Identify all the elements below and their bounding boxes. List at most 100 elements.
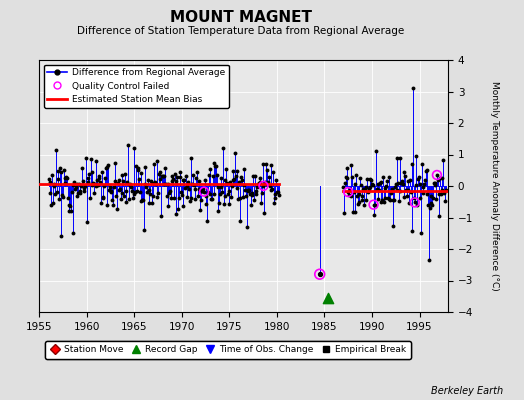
Point [167, 178, 176, 184]
Point [375, 186, 383, 193]
Point [147, 178, 155, 185]
Point [97, 169, 106, 175]
Point [406, 176, 414, 183]
Point [97, 200, 105, 206]
Point [162, 192, 171, 199]
Point [73, 193, 82, 200]
Point [260, 209, 268, 216]
Point [432, 196, 440, 202]
Point [206, 166, 215, 172]
Point [209, 173, 217, 179]
Point [242, 193, 250, 199]
Point [210, 191, 219, 197]
Point [64, 208, 73, 214]
Point [238, 194, 247, 200]
Point [174, 206, 182, 212]
Point [185, 186, 193, 192]
Point [202, 200, 211, 207]
Point [135, 176, 143, 182]
Point [164, 180, 172, 187]
Point [114, 187, 123, 193]
Point [232, 173, 240, 179]
Point [92, 158, 101, 164]
Point [383, 178, 391, 184]
Point [388, 197, 397, 203]
Point [75, 181, 83, 187]
Point [187, 154, 195, 161]
Point [357, 193, 366, 199]
Point [122, 198, 130, 205]
Point [101, 175, 109, 182]
Point [250, 197, 258, 203]
Point [268, 186, 276, 192]
Point [113, 206, 121, 213]
Point [91, 183, 100, 189]
Point [441, 198, 449, 204]
Point [429, 195, 437, 201]
Point [208, 196, 216, 202]
Point [196, 197, 205, 203]
Point [399, 194, 408, 200]
Point [373, 196, 381, 202]
Point [58, 192, 67, 198]
Point [170, 195, 178, 201]
Point [374, 181, 383, 187]
Point [216, 175, 225, 182]
Point [84, 178, 93, 185]
Point [94, 182, 102, 189]
Point [398, 178, 406, 185]
Point [343, 175, 351, 182]
Point [423, 190, 432, 197]
Point [95, 174, 104, 181]
Point [387, 190, 395, 197]
Point [258, 161, 267, 167]
Point [360, 202, 368, 208]
Point [266, 187, 275, 194]
Point [182, 183, 191, 189]
Point [351, 209, 359, 215]
Point [214, 207, 223, 214]
Point [229, 177, 237, 184]
Point [226, 179, 234, 186]
Point [161, 164, 169, 171]
Point [107, 188, 116, 195]
Point [96, 178, 104, 185]
Point [435, 191, 443, 197]
Point [141, 181, 150, 187]
Point [255, 180, 263, 186]
Point [166, 188, 174, 194]
Point [235, 195, 244, 202]
Point [181, 185, 189, 191]
Point [436, 175, 444, 182]
Point [369, 202, 378, 208]
Point [213, 184, 222, 190]
Point [83, 175, 92, 181]
Point [117, 196, 125, 203]
Point [411, 199, 419, 206]
Point [377, 179, 385, 186]
Point [162, 181, 170, 187]
Point [109, 202, 117, 208]
Point [51, 191, 59, 197]
Point [134, 166, 143, 173]
Point [254, 181, 262, 187]
Point [238, 177, 246, 184]
Point [216, 191, 224, 197]
Point [203, 218, 211, 224]
Point [60, 175, 69, 182]
Point [362, 196, 370, 203]
Point [204, 172, 213, 178]
Point [434, 213, 443, 219]
Point [151, 179, 159, 186]
Point [111, 178, 119, 184]
Point [418, 161, 426, 168]
Point [201, 193, 210, 199]
Point [86, 156, 95, 162]
Point [373, 186, 381, 192]
Point [267, 162, 276, 168]
Point [385, 196, 394, 202]
Point [126, 182, 135, 188]
Point [433, 172, 441, 178]
Y-axis label: Monthly Temperature Anomaly Difference (°C): Monthly Temperature Anomaly Difference (… [490, 81, 499, 291]
Point [140, 164, 149, 170]
